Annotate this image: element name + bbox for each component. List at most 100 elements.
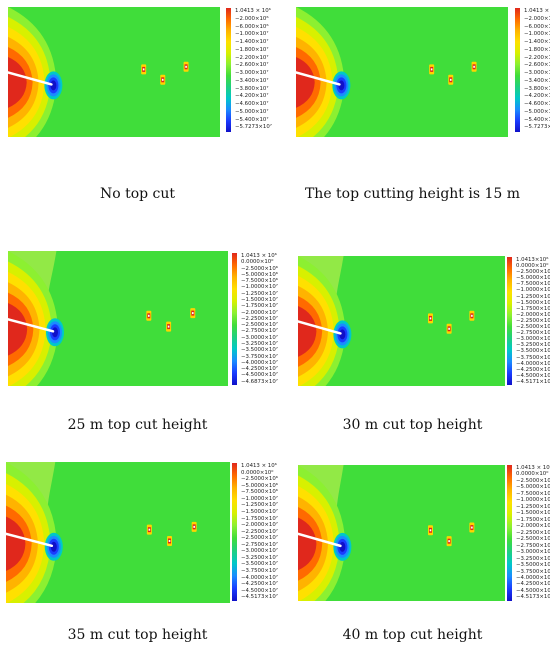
colorbar-tick-label: −2.000×10⁶ — [235, 15, 269, 22]
colorbar-tick-label: 0.0000×10⁰ — [516, 471, 549, 478]
colorbar-tick-label: −2.7500×10⁷ — [241, 328, 278, 335]
roadway-marker — [469, 310, 475, 321]
colorbar-tick-label: −1.7500×10⁷ — [241, 515, 278, 522]
roadway-marker — [146, 310, 152, 321]
colorbar-tick-label: −3.0000×10⁷ — [516, 336, 550, 343]
stress-contour-map — [296, 7, 508, 137]
colorbar-tick-label: −4.2500×10⁷ — [516, 366, 550, 373]
colorbar-legend: 1.0413 × 10⁶−2.000×10⁶−6.000×10⁶−1.000×1… — [515, 8, 550, 132]
colorbar — [226, 8, 231, 132]
panel-caption: 25 m top cut height — [67, 417, 208, 433]
roadway-marker — [166, 321, 172, 332]
roadway-marker — [146, 524, 152, 535]
roadway-marker — [427, 313, 433, 324]
colorbar-tick-label: −6.000×10⁶ — [235, 23, 269, 30]
colorbar-tick-label: −1.800×10⁷ — [235, 46, 269, 53]
colorbar-tick-label: −2.7500×10⁷ — [516, 542, 550, 549]
colorbar-tick-label: −3.7500×10⁷ — [241, 568, 278, 574]
colorbar-tick-label: −5.400×10⁷ — [524, 116, 550, 123]
colorbar-tick-label: 1.0413 × 10⁶ — [235, 8, 271, 14]
colorbar-tick-label: −3.7500×10⁷ — [516, 568, 550, 575]
colorbar-labels: 1.0413 × 10⁶ 0.0000×10⁰ −2.5000×10⁶ −5.0000… — [241, 463, 278, 601]
roadway-marker — [471, 61, 477, 72]
colorbar-tick-label: −4.2500×10⁷ — [241, 581, 278, 588]
stress-contour-band — [296, 56, 315, 108]
roadway-marker — [183, 61, 189, 72]
colorbar-tick-label: −1.0000×10⁷ — [241, 284, 278, 291]
colorbar-tick-label: −2.7500×10⁷ — [241, 541, 278, 548]
colorbar-tick-label: −5.7273×10⁷ — [524, 124, 550, 131]
stress-concentration — [52, 327, 58, 338]
stress-contour-map — [298, 256, 505, 386]
roadway-marker — [446, 536, 452, 547]
colorbar-tick-label: −2.5000×10⁶ — [241, 265, 278, 272]
colorbar-labels: 1.0413 × 10⁶ 0.0000×10⁰ −2.5000×10⁶ −5.0000… — [516, 465, 550, 601]
roadway-marker — [167, 535, 173, 546]
colorbar-tick-label: −4.5173×10⁷ — [241, 594, 278, 601]
roadway-marker — [448, 74, 454, 85]
colorbar — [507, 465, 512, 601]
colorbar-tick-label: 0.0000×10⁰ — [241, 469, 274, 476]
colorbar-tick-label: −4.0000×10⁷ — [241, 574, 278, 581]
colorbar-tick-label: −4.5000×10⁷ — [241, 587, 278, 594]
colorbar-tick-label: −3.400×10⁷ — [524, 77, 550, 84]
stress-contour-map — [6, 462, 230, 603]
colorbar-tick-label: 1.0413 × 10⁶ — [524, 8, 550, 14]
roadway-marker — [190, 308, 196, 319]
colorbar-tick-label: −1.000×10⁷ — [235, 31, 269, 38]
colorbar-tick-label: −2.5000×10⁷ — [516, 536, 550, 543]
colorbar — [232, 463, 237, 601]
fracture-line — [8, 71, 53, 86]
roadway-marker — [427, 525, 433, 536]
colorbar-tick-label: −3.000×10⁷ — [524, 70, 550, 76]
colorbar-tick-label: −4.600×10⁷ — [235, 101, 269, 107]
colorbar-tick-label: −2.0000×10⁷ — [241, 522, 278, 529]
fracture-line — [296, 71, 341, 86]
stress-contour-band — [298, 517, 317, 571]
colorbar-tick-label: −4.2500×10⁷ — [516, 581, 550, 588]
contour-plot — [8, 251, 228, 386]
contour-plot — [8, 7, 220, 137]
colorbar-tick-label: −5.0000×10⁶ — [241, 271, 278, 278]
panel-caption: 30 m cut top height — [342, 417, 483, 433]
colorbar-tick-label: −4.6873×10⁷ — [241, 378, 278, 385]
colorbar-tick-label: −1.2500×10⁷ — [516, 503, 550, 510]
colorbar-tick-label: −1.2500×10⁷ — [241, 502, 278, 509]
colorbar-tick-label: −4.0000×10⁷ — [241, 359, 278, 366]
roadway-marker — [429, 64, 435, 75]
stress-contour-map — [8, 251, 228, 386]
colorbar-tick-label: −3.2500×10⁷ — [516, 555, 550, 562]
colorbar-tick-label: −3.800×10⁷ — [524, 85, 550, 92]
panel-top-cut-35m: 1.0413 × 10⁶ 0.0000×10⁰ −2.5000×10⁶ −5.0000… — [0, 435, 278, 650]
colorbar-tick-label: −2.2500×10⁷ — [241, 315, 278, 322]
roadway-marker — [141, 64, 147, 75]
colorbar-tick-label: −3.7500×10⁷ — [516, 354, 550, 361]
panel-top-cut-25m: 1.0413 × 10⁶ 0.0000×10⁰ −2.5000×10⁶ −5.0000… — [0, 215, 278, 435]
fracture-line — [6, 532, 54, 548]
colorbar-tick-label: −2.200×10⁷ — [524, 54, 550, 61]
stress-contour-map — [8, 7, 220, 137]
stress-contour-band — [8, 56, 27, 108]
colorbar-tick-label: −1.7500×10⁷ — [516, 516, 550, 523]
colorbar-tick-label: −4.5000×10⁷ — [516, 587, 550, 594]
colorbar-tick-label: 1.0413×10⁶ — [516, 257, 549, 263]
fracture-line — [298, 532, 342, 548]
roadway-marker — [191, 521, 197, 532]
colorbar-tick-label: −2.5000×10⁶ — [516, 269, 550, 276]
panel-no-top-cut: 1.0413 × 10⁶ −2.000×10⁶ −6.000×10⁶ −1.000×1… — [0, 0, 275, 215]
colorbar-tick-label: −1.2500×10⁷ — [516, 293, 550, 300]
colorbar-tick-label: −3.0000×10⁷ — [241, 548, 278, 555]
colorbar-tick-label: −1.0000×10⁷ — [516, 497, 550, 504]
contour-plot — [296, 7, 508, 137]
colorbar-tick-label: 1.0413 × 10⁶ — [516, 465, 550, 471]
colorbar-labels: 1.0413 × 10⁶−2.000×10⁶−6.000×10⁶−1.000×1… — [524, 8, 550, 132]
colorbar-tick-label: −1.400×10⁷ — [524, 39, 550, 45]
colorbar-tick-label: 0.0000×10⁰ — [241, 259, 274, 266]
colorbar-legend: 1.0413 × 10⁶ 0.0000×10⁰ −2.5000×10⁶ −5.0000… — [232, 253, 278, 385]
colorbar-legend: 1.0413 × 10⁶ 0.0000×10⁰ −2.5000×10⁶ −5.0000… — [507, 465, 550, 601]
colorbar-tick-label: −2.5000×10⁷ — [241, 535, 278, 542]
colorbar-tick-label: −1.5000×10⁷ — [241, 296, 278, 303]
colorbar-tick-label: −1.400×10⁷ — [235, 39, 269, 45]
colorbar-tick-label: −1.2500×10⁷ — [241, 290, 278, 297]
colorbar-tick-label: −1.5000×10⁷ — [516, 510, 550, 517]
